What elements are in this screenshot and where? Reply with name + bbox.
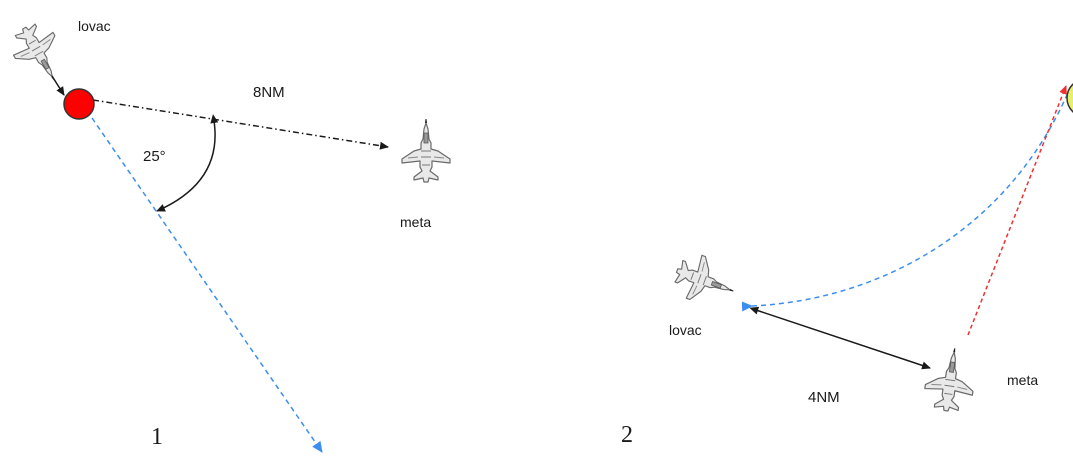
panel2-target-label: meta: [1007, 372, 1039, 388]
panel1-angle-label: 25°: [143, 148, 166, 165]
panel1-target-label: meta: [400, 214, 432, 230]
blue-flight-path: [91, 117, 323, 453]
panel1-distance-label: 8NM: [253, 84, 285, 101]
panel2-hunter-label: lovac: [669, 322, 702, 338]
hunter-heading-arrow: [51, 75, 65, 96]
panel-2: [668, 83, 1073, 415]
panel2-number: 2: [621, 422, 633, 448]
panel1-hunter-label: lovac: [78, 18, 111, 34]
intercept-point: [1066, 83, 1073, 113]
red-target-path: [967, 85, 1067, 336]
panel1-number: 1: [151, 424, 163, 450]
separation-distance-arrow: [749, 306, 931, 370]
angle-arc-arrow: [156, 114, 219, 212]
panel2-distance-label: 4NM: [808, 389, 840, 406]
hunter-jet-icon: [3, 16, 75, 92]
target-jet-icon: [401, 118, 451, 183]
hunter-jet-icon: [668, 248, 742, 314]
panel-1: [3, 16, 451, 453]
launch-point: [63, 88, 95, 120]
target-jet-icon: [921, 344, 980, 415]
blue-pursuit-path: [741, 87, 1071, 312]
line-of-sight-line: [92, 99, 389, 150]
